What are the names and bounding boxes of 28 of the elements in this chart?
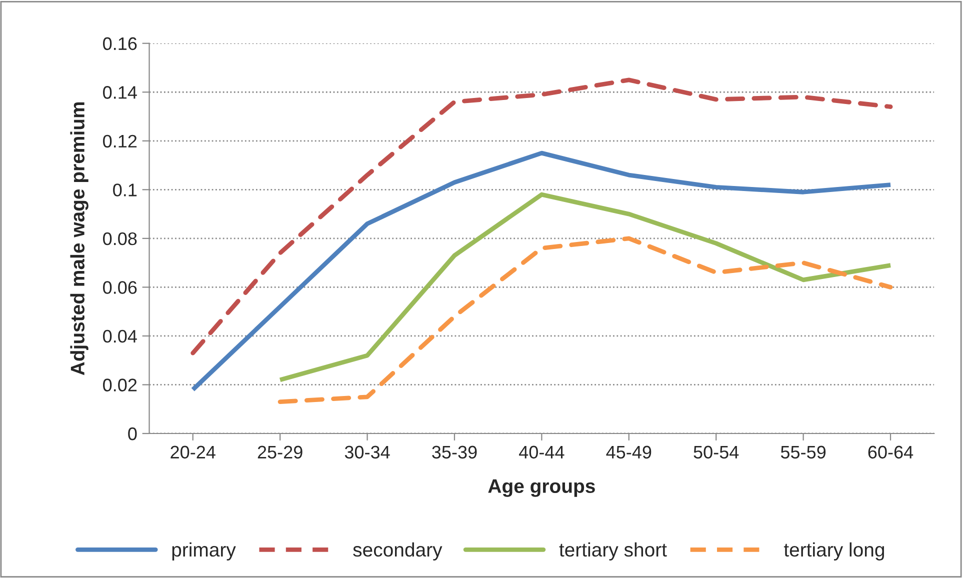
y-tick-label: 0 [128, 427, 137, 440]
y-tick-label: 0.08 [103, 232, 137, 246]
y-axis-title: Adjusted male wage premium [70, 102, 88, 376]
x-tick-label: 20-24 [170, 446, 216, 459]
line-series [278, 236, 893, 404]
y-tick-label: 0.04 [103, 330, 137, 343]
x-tick-label: 45-49 [606, 446, 652, 459]
line-series [190, 150, 893, 392]
line-series [278, 192, 893, 382]
x-tick-label: 35-39 [432, 446, 477, 459]
x-tick-label: 50-54 [694, 446, 739, 459]
legend-label: tertiary short [559, 542, 667, 560]
legend-label: secondary [353, 542, 442, 560]
y-tick-label: 0.16 [103, 37, 137, 50]
x-tick-label: 60-64 [868, 446, 914, 459]
y-tick-label: 0.14 [103, 86, 137, 99]
legend-label: tertiary long [784, 542, 884, 560]
x-axis-title: Age groups [488, 479, 595, 497]
y-tick-label: 0.12 [103, 134, 137, 148]
y-tick-label: 0.1 [113, 184, 137, 196]
legend-label: primary [172, 542, 236, 560]
x-tick-label: 25-29 [258, 446, 302, 459]
line-series [190, 78, 893, 356]
x-tick-label: 55-59 [780, 446, 826, 459]
y-tick-label: 0.06 [103, 281, 137, 294]
x-tick-label: 30-34 [344, 446, 390, 459]
x-tick-label: 40-44 [519, 446, 564, 459]
y-tick-label: 0.02 [103, 378, 137, 392]
